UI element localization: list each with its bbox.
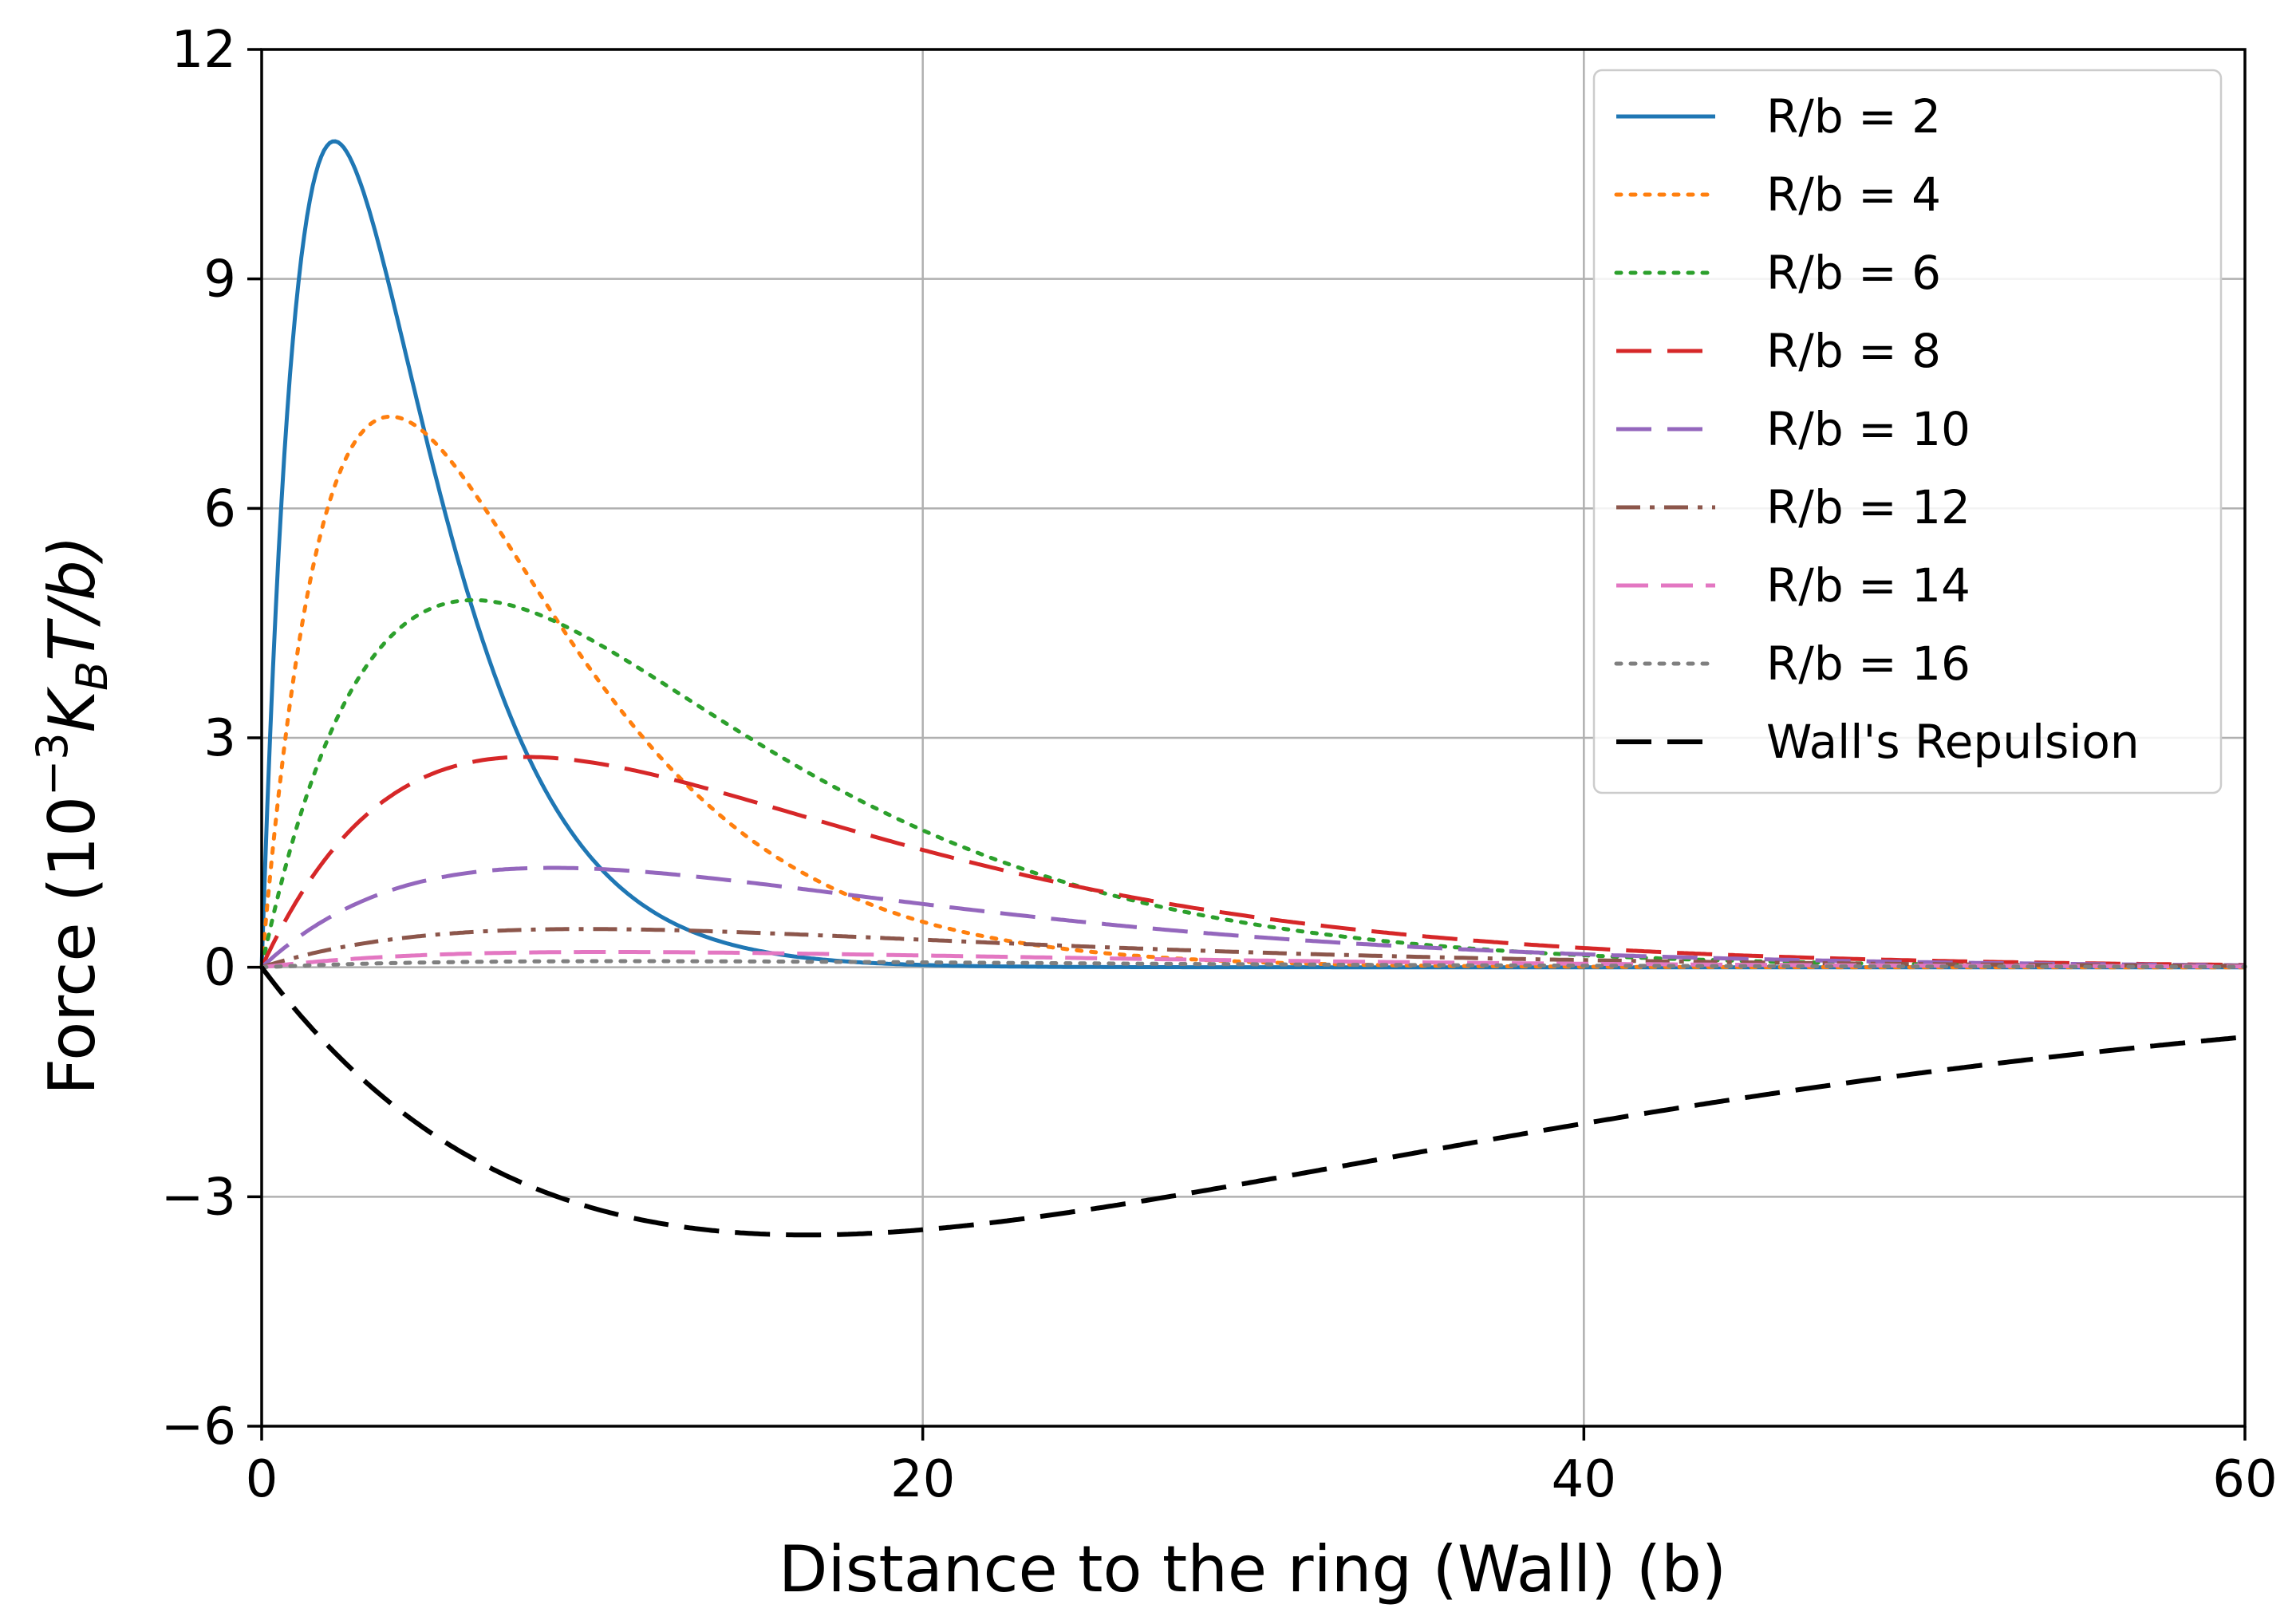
y-axis-title-suffix: T/b) bbox=[35, 535, 109, 661]
x-tick-label: 40 bbox=[1552, 1450, 1616, 1509]
legend-label: R/b = 16 bbox=[1766, 637, 1971, 691]
series-line-8 bbox=[259, 755, 2245, 968]
legend-label: R/b = 14 bbox=[1766, 558, 1971, 613]
y-axis-title: Force (10−3KBT/b) bbox=[27, 535, 117, 1095]
x-tick-label: 60 bbox=[2212, 1450, 2277, 1509]
y-axis-title-k-subscript: B bbox=[67, 661, 117, 691]
legend-label: R/b = 2 bbox=[1766, 89, 1941, 144]
y-tick-label: 0 bbox=[203, 939, 236, 998]
x-axis-title: Distance to the ring (Wall) (b) bbox=[779, 1532, 1726, 1606]
y-tick-label: 3 bbox=[203, 709, 236, 768]
y-tick-labels: −6 −3 0 3 6 9 12 bbox=[161, 21, 236, 1456]
series-lines bbox=[259, 139, 2247, 1238]
y-axis-title-prefix: Force (10 bbox=[35, 796, 109, 1095]
y-tick-label: 9 bbox=[203, 250, 236, 309]
legend-label: R/b = 6 bbox=[1766, 246, 1941, 300]
ticks bbox=[247, 48, 2247, 1441]
series-line-16 bbox=[259, 959, 2247, 970]
y-axis-title-exponent: −3 bbox=[27, 732, 77, 796]
x-tick-label: 20 bbox=[890, 1450, 955, 1509]
legend-label: R/b = 4 bbox=[1766, 168, 1941, 222]
y-tick-label: −3 bbox=[161, 1168, 236, 1227]
y-tick-label: 6 bbox=[203, 479, 236, 538]
x-tick-labels: 0 20 40 60 bbox=[246, 1450, 2278, 1509]
legend-box bbox=[1592, 69, 2223, 794]
x-tick-label: 0 bbox=[246, 1450, 278, 1509]
legend-label: R/b = 10 bbox=[1766, 402, 1971, 456]
y-tick-label: 12 bbox=[172, 21, 236, 80]
legend-label: Wall's Repulsion bbox=[1766, 715, 2140, 769]
legend: R/b = 2 R/b = 4 R/b = 6 R/b = 8 R/b = 10 R/b … bbox=[1592, 69, 2223, 794]
y-tick-label: −6 bbox=[161, 1397, 236, 1456]
legend-label: R/b = 12 bbox=[1766, 480, 1971, 534]
y-axis-title-k: K bbox=[35, 686, 109, 732]
series-line-wall-repulsion bbox=[259, 965, 2246, 1238]
legend-label: R/b = 8 bbox=[1766, 324, 1941, 378]
